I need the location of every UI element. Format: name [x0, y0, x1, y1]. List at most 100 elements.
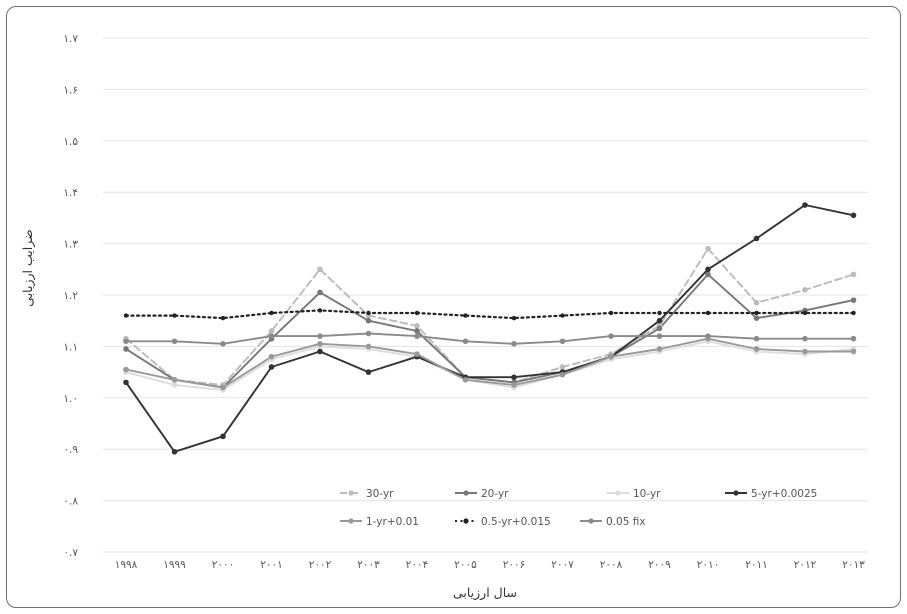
series-line-20-yr	[125, 273, 855, 389]
data-point	[462, 338, 469, 345]
data-point	[802, 335, 808, 342]
data-point	[171, 338, 178, 345]
data-point	[705, 333, 711, 339]
y-tick-label: ۰.۹	[63, 444, 78, 456]
data-point	[753, 299, 760, 306]
data-point	[462, 377, 469, 383]
legend-marker	[348, 518, 354, 524]
data-point	[656, 346, 663, 352]
data-point	[560, 313, 565, 318]
data-point	[220, 433, 226, 440]
data-point	[657, 310, 662, 316]
data-point	[850, 335, 857, 342]
data-point	[753, 335, 760, 342]
data-point	[317, 348, 323, 355]
data-point	[365, 317, 372, 324]
data-point	[414, 333, 420, 339]
y-tick-label: ۱.۵	[63, 136, 78, 148]
y-tick-label: ۱.۳	[63, 239, 78, 251]
legend-item: 30-yr	[340, 488, 394, 500]
data-point	[171, 382, 178, 388]
y-tick-label: ۰.۷	[63, 547, 78, 559]
x-tick-label: ۲۰۰۱	[260, 559, 283, 571]
data-point	[414, 351, 420, 357]
data-point	[268, 364, 275, 370]
x-tick-label: ۲۰۱۱	[745, 559, 768, 571]
x-tick-label: ۲۰۰۹	[648, 559, 671, 571]
data-point	[220, 384, 226, 391]
data-point	[608, 333, 614, 339]
data-point	[123, 346, 129, 352]
data-point	[753, 235, 760, 242]
series-line-1-yr-0-01	[125, 337, 855, 389]
data-point	[365, 330, 372, 337]
data-point	[511, 341, 517, 347]
data-point	[317, 341, 323, 347]
legend-marker	[463, 490, 469, 496]
y-tick-label: ۱.۱	[63, 341, 78, 353]
data-point	[511, 382, 517, 388]
legend-item: 20-yr	[455, 488, 509, 500]
data-point	[268, 328, 275, 334]
legend-label: 10-yr	[633, 488, 661, 500]
y-tick-label: ۰.۸	[63, 496, 78, 508]
series-line-0-5-yr-0-015	[124, 309, 855, 320]
data-point	[656, 317, 663, 324]
data-point	[511, 374, 517, 381]
data-point	[850, 348, 857, 355]
x-tick-label: ۲۰۰۲	[309, 559, 332, 571]
y-axis-title: ضرایب ارزیابی	[20, 229, 36, 306]
data-point	[365, 343, 372, 350]
y-tick-label: ۱.۲	[63, 290, 78, 302]
data-point	[753, 315, 760, 321]
data-point	[850, 271, 857, 278]
data-point	[850, 297, 857, 303]
data-point	[171, 377, 178, 383]
legend-marker	[348, 490, 354, 496]
data-point	[414, 323, 420, 329]
x-tick-label: ۲۰۰۵	[454, 559, 477, 571]
data-point	[365, 369, 372, 375]
legend-item: 0.5-yr+0.015	[455, 516, 551, 528]
data-point	[705, 266, 711, 273]
legend-label: 5-yr+0.0025	[751, 488, 817, 500]
data-point	[656, 325, 663, 332]
data-point	[123, 338, 129, 345]
data-point	[754, 310, 759, 316]
data-point	[705, 245, 711, 252]
x-axis-title: سال ارزیابی	[453, 585, 517, 601]
legend-item: 0.05 fix	[580, 516, 646, 528]
data-point	[317, 308, 323, 313]
data-point	[220, 315, 226, 321]
legend-marker	[588, 518, 594, 524]
series-line-0-05-fix	[125, 332, 855, 345]
x-tick-label: ۲۰۱۲	[794, 559, 817, 571]
data-point	[268, 333, 275, 339]
x-tick-label: ۲۰۰۰	[212, 559, 235, 571]
legend-label: 0.5-yr+0.015	[481, 516, 551, 528]
x-tick-label: ۲۰۰۶	[503, 559, 526, 571]
x-tick-label: ۲۰۰۳	[357, 559, 380, 571]
legend-label: 1-yr+0.01	[366, 516, 419, 528]
data-point	[802, 310, 808, 316]
data-point	[414, 310, 420, 316]
data-point	[559, 338, 566, 345]
series-line-5-yr-0-0025	[125, 204, 855, 453]
data-point	[802, 348, 808, 355]
x-tick-label: ۱۹۹۸	[115, 559, 138, 571]
legend-marker	[615, 490, 621, 496]
data-point	[753, 346, 760, 352]
x-tick-label: ۱۹۹۹	[163, 559, 186, 571]
data-point	[559, 364, 566, 370]
y-tick-label: ۱.۶	[63, 84, 78, 96]
data-point	[511, 315, 517, 321]
legend-label: 0.05 fix	[606, 516, 646, 528]
series-line-10-yr	[125, 340, 855, 392]
data-point	[123, 313, 129, 318]
data-point	[268, 353, 275, 360]
data-point	[656, 333, 663, 339]
data-point	[366, 310, 371, 316]
y-tick-label: ۱.۰	[63, 393, 78, 405]
data-point	[802, 287, 808, 293]
data-point	[317, 333, 323, 339]
